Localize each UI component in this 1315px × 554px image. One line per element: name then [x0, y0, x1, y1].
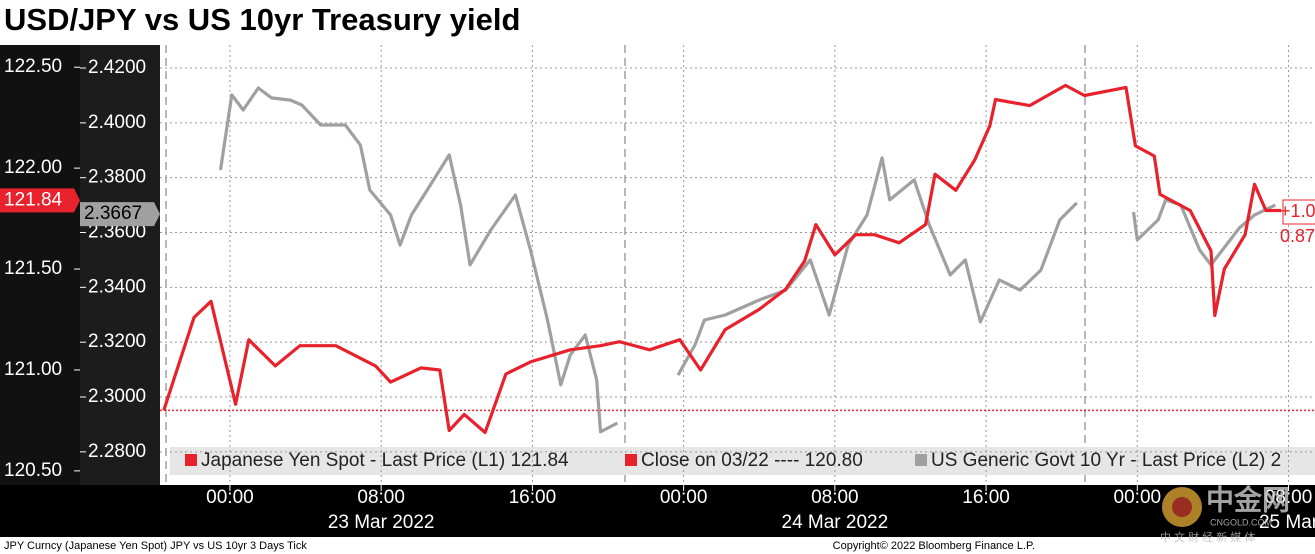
last-value-marker: [80, 202, 160, 227]
last-value-label: 2.3667: [84, 203, 142, 224]
annotation: +1.0: [1280, 201, 1315, 221]
date-label: 23 Mar 2022: [328, 512, 435, 533]
series-line: [162, 83, 1281, 435]
y-tick-label: 122.50: [4, 56, 62, 77]
y2-tick-label: 2.3200: [88, 331, 146, 352]
session-separators: [165, 45, 1086, 485]
watermark-text: 中 文 财 经 新 媒 体: [1160, 530, 1255, 544]
legend-swatch: [185, 454, 197, 466]
last-value-marker: [0, 188, 80, 213]
y2-tick-label: 2.4200: [88, 57, 146, 78]
y2-tick-label: 2.3000: [88, 386, 146, 407]
watermark-text: CNGOLD.COM: [1210, 517, 1272, 527]
x-axis-panel: [0, 485, 160, 537]
x-axis-panel: [160, 485, 1315, 537]
y-tick-label: 120.50: [4, 460, 62, 481]
annotation-box: [1282, 199, 1315, 225]
watermark: 中金网 CNGOLD.COM 中 文 财 经 新 媒 体: [1160, 483, 1290, 544]
watermark-logo: [1172, 497, 1192, 517]
y-tick-label: 122.00: [4, 157, 62, 178]
chart-title: USD/JPY vs US 10yr Treasury yield: [4, 2, 520, 37]
footer-right: Copyright© 2022 Bloomberg Finance L.P.: [833, 540, 1035, 552]
x-tick-label: 16:00: [962, 487, 1010, 508]
x-tick-label: 08:00: [357, 487, 405, 508]
y2-tick-label: 2.3400: [88, 276, 146, 297]
date-label: 24 Mar 2022: [782, 512, 889, 533]
x-tick-label: 08:00: [811, 487, 859, 508]
legend-swatch: [915, 454, 927, 466]
legend-swatch: [625, 454, 637, 466]
x-tick-label: 00:00: [660, 487, 708, 508]
legend-label: Close on 03/22 ---- 120.80: [641, 450, 863, 471]
y-tick-label: 121.50: [4, 258, 62, 279]
y2-tick-label: 2.2800: [88, 441, 146, 462]
x-tick-label: 08:00: [1265, 487, 1313, 508]
footer-left: JPY Curncy (Japanese Yen Spot) JPY vs US…: [4, 540, 307, 552]
watermark-text: 中金网: [1206, 483, 1290, 515]
annotation: 0.87: [1280, 226, 1315, 246]
y2-tick-label: 2.3600: [88, 222, 146, 243]
x-tick-label: 00:00: [1114, 487, 1162, 508]
legend-label: Japanese Yen Spot - Last Price (L1) 121.…: [201, 450, 569, 471]
y2-tick-label: 2.4000: [88, 112, 146, 133]
last-value-label: 121.84: [4, 189, 63, 210]
x-tick-label: 00:00: [206, 487, 254, 508]
date-label: 25 Mar: [1259, 512, 1315, 533]
plot-area: [160, 45, 1315, 485]
legend-label: US Generic Govt 10 Yr - Last Price (L2) …: [931, 450, 1281, 471]
x-tick-label: 16:00: [509, 487, 557, 508]
y2-axis-panel: [80, 45, 160, 490]
y-tick-label: 121.00: [4, 359, 62, 380]
y-axis-panel: [0, 45, 80, 490]
y2-tick-label: 2.3800: [88, 167, 146, 188]
